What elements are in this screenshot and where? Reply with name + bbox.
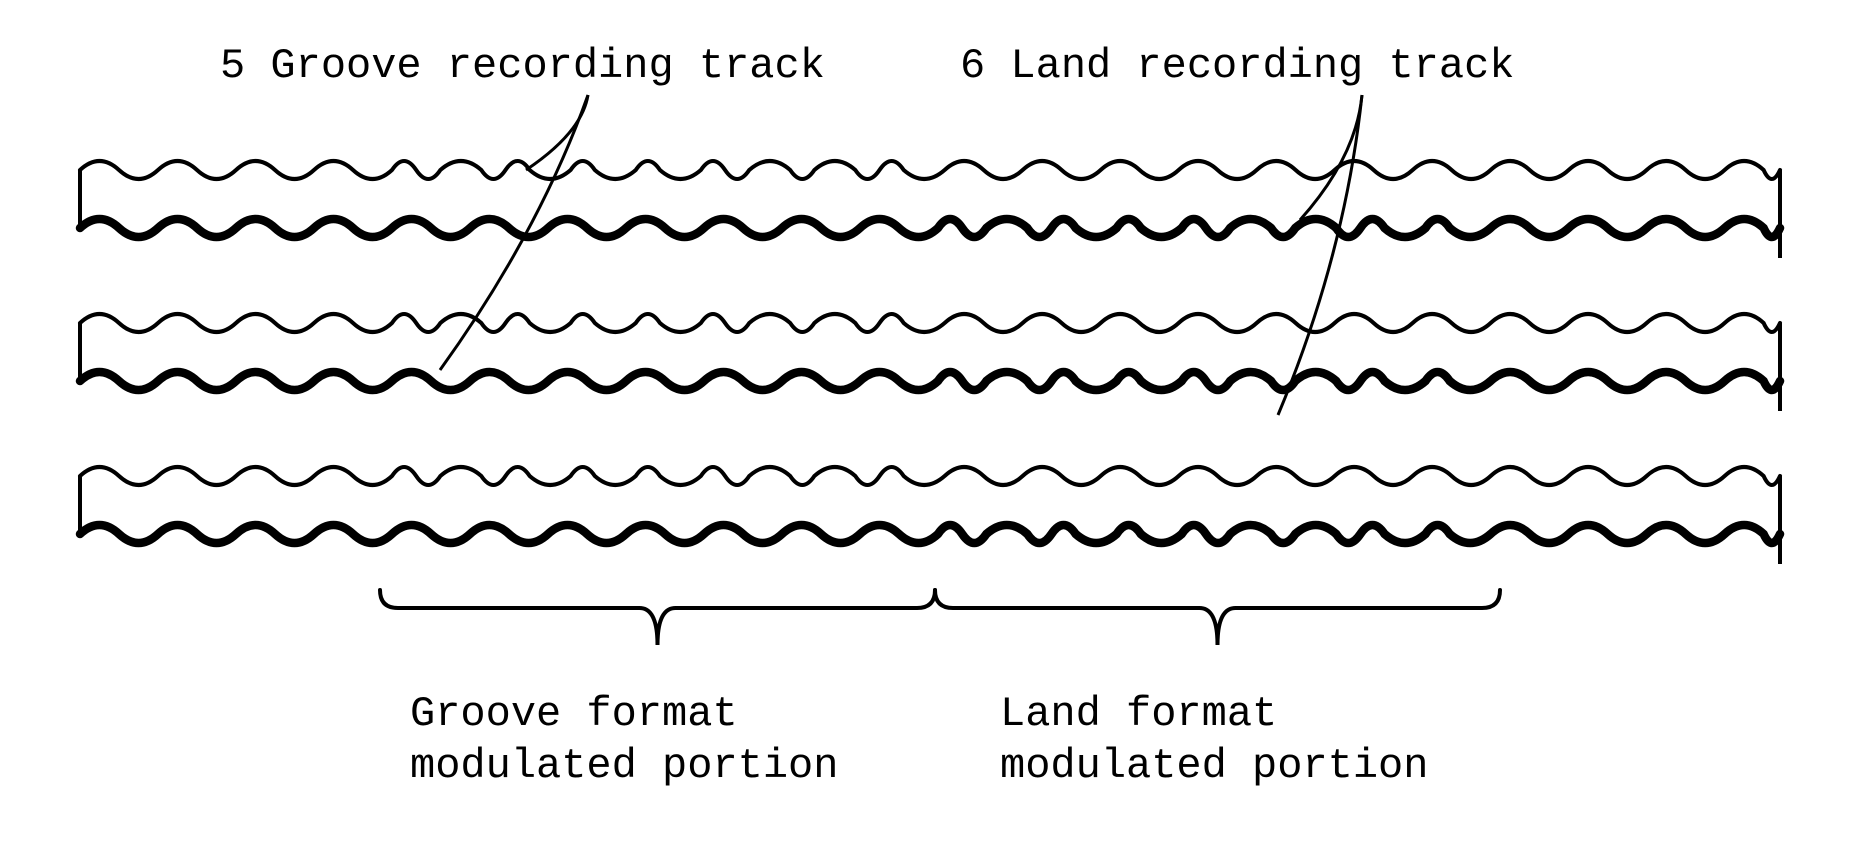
land-track-wave	[80, 219, 1780, 237]
groove-format-label-l2: modulated portion	[410, 742, 838, 790]
groove-track-wave	[80, 161, 1780, 179]
land-track-wave	[80, 525, 1780, 543]
groove-track-label: 5 Groove recording track	[220, 42, 825, 90]
groove-track-wave	[80, 467, 1780, 485]
land-format-label-l1: Land format	[1000, 690, 1277, 738]
groove-brace	[380, 590, 935, 645]
groove-pointer	[526, 95, 588, 170]
land-track-wave	[80, 372, 1780, 390]
land-track-label: 6 Land recording track	[960, 42, 1515, 90]
land-brace	[935, 590, 1500, 645]
land-format-label-l2: modulated portion	[1000, 742, 1428, 790]
groove-format-label-l1: Groove format	[410, 690, 738, 738]
groove-track-wave	[80, 314, 1780, 332]
